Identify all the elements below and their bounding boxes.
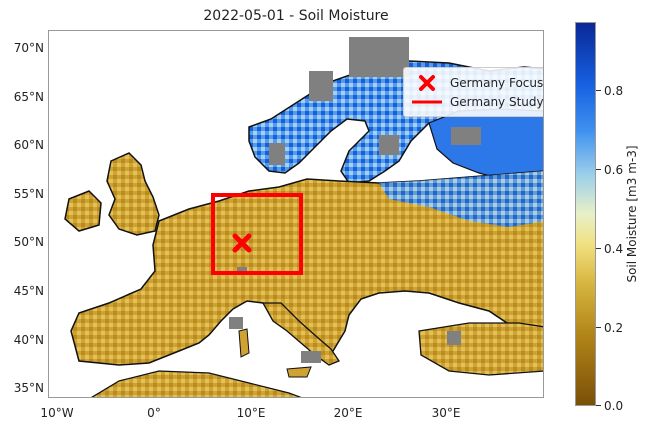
lon-tick-0: 0°	[147, 406, 161, 420]
colorbar-title: Soil Moisture [m3 m-3]	[625, 145, 639, 283]
lat-tick-65n: 65°N	[13, 90, 44, 104]
colorbar-label-08: 0.8	[604, 84, 624, 98]
nodata-patches	[229, 37, 481, 363]
lon-tick-30e: 30°E	[431, 406, 461, 420]
colorbar-tick-08	[596, 90, 601, 91]
legend-entry-focus-point: Germany Focus Point	[412, 74, 544, 92]
colorbar-label-02: 0.2	[604, 321, 624, 335]
map-title: 2022-05-01 - Soil Moisture	[203, 8, 389, 24]
colorbar-label-04: 0.4	[604, 242, 624, 256]
lat-tick-60n: 60°N	[13, 138, 44, 152]
colorbar-tick-06	[596, 169, 601, 170]
lat-tick-70n: 70°N	[13, 41, 44, 55]
colorbar-tick-0	[596, 405, 601, 406]
land-great-britain	[106, 152, 160, 236]
lat-tick-45n: 45°N	[13, 284, 44, 298]
lat-tick-40n: 40°N	[13, 333, 44, 347]
lat-tick-35n: 35°N	[13, 381, 44, 395]
lat-tick-50n: 50°N	[13, 235, 44, 249]
map-legend: Germany Focus Point Germany Study Area	[403, 67, 544, 117]
lat-tick-55n: 55°N	[13, 187, 44, 201]
focus-point-marker	[232, 233, 252, 253]
legend-study-area-label: Germany Study Area	[450, 95, 544, 109]
cross-marker-icon	[412, 74, 442, 92]
colorbar-label-06: 0.6	[604, 163, 624, 177]
land-italy	[261, 302, 340, 366]
colorbar-tick-04	[596, 248, 601, 249]
land-ireland	[64, 190, 102, 232]
legend-focus-point-label: Germany Focus Point	[450, 76, 544, 90]
line-marker-icon	[412, 93, 442, 111]
lon-tick-10e: 10°E	[236, 406, 266, 420]
study-area-box	[211, 193, 303, 275]
colorbar-label-0: 0.0	[604, 399, 624, 413]
lon-tick-10w: 10°W	[40, 406, 74, 420]
map-panel[interactable]: Germany Focus Point Germany Study Area	[48, 30, 544, 398]
land-sicily	[286, 366, 312, 378]
legend-entry-study-area: Germany Study Area	[412, 93, 544, 111]
land-north-africa	[91, 370, 302, 397]
lon-tick-20e: 20°E	[333, 406, 363, 420]
wet-band-east	[379, 171, 543, 227]
land-sardinia	[238, 328, 250, 358]
colorbar	[575, 22, 596, 406]
colorbar-tick-02	[596, 327, 601, 328]
